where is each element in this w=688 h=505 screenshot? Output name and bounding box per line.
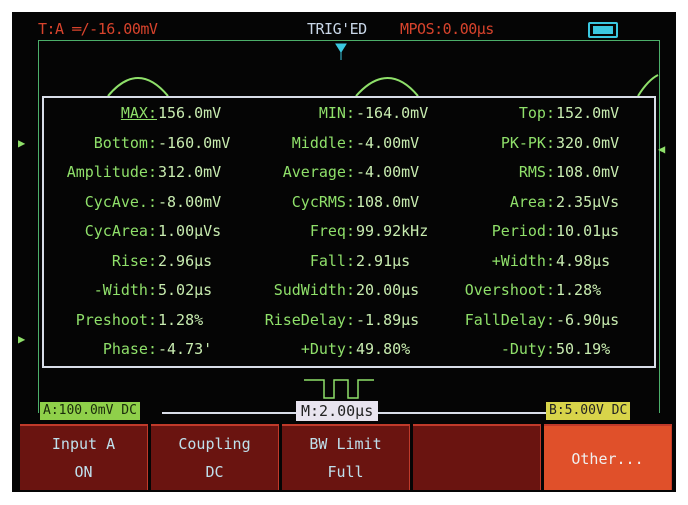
measurement-label: Freq:: [309, 222, 355, 240]
measurement-value: 1.00µVs: [158, 222, 222, 240]
measurement-label: Phase:: [102, 340, 157, 358]
trigger-position-marker: [335, 43, 347, 60]
measurement-value: -1.89µs: [356, 310, 420, 329]
measurement-panel: MAX: 156.0mV MIN: -164.0mV Top: 152.0mV Bottom…: [42, 96, 656, 368]
softkey-value: DC: [205, 463, 224, 481]
oscilloscope-screen: T:A ═/-16.00mV TRIG'ED MPOS:0.00µs ▶ ▶ ◀…: [12, 12, 676, 492]
measurement-value: -164.0mV: [356, 104, 429, 122]
measurement-row: Rise: 2.96µs Fall: 2.91µs +Width: 4.98µs: [44, 252, 654, 278]
measurement-row: CycArea: 1.00µVs Freq: 99.92kHz Period: 10.01…: [44, 222, 654, 248]
measurement-value: 49.80%: [356, 340, 411, 358]
measurement-label: CycAve.:: [84, 192, 157, 211]
measurement-value: 99.92kHz: [356, 222, 429, 240]
softkey-value: ON: [74, 463, 93, 481]
measurement-label: -Duty:: [500, 340, 555, 358]
softkey-button-1[interactable]: Input A ON: [20, 424, 148, 490]
measurement-label: +Duty:: [300, 340, 355, 358]
softkey-label: BW Limit: [309, 435, 382, 453]
softkey-label: Coupling: [178, 435, 251, 453]
measurement-label: RMS:: [518, 163, 555, 181]
channel-a-scale[interactable]: A:100.0mV DC: [40, 402, 140, 420]
measurement-label: Average:: [282, 163, 355, 181]
measurement-row: CycAve.: -8.00mV CycRMS: 108.0mV Area: 2.35µV…: [44, 193, 654, 219]
measurement-value: 4.98µs: [556, 251, 611, 270]
measurement-value: -4.00mV: [356, 133, 420, 152]
measurement-value: 5.02µs: [158, 281, 213, 299]
trigger-status: TRIG'ED: [307, 20, 367, 38]
measurement-label: Bottom:: [93, 133, 157, 152]
measurement-label: Area:: [509, 192, 555, 211]
measurement-label: CycRMS:: [291, 192, 355, 211]
measurement-value: 312.0mV: [158, 163, 222, 181]
softkey-button-5[interactable]: Other...: [544, 424, 672, 490]
softkey-button-3[interactable]: BW Limit Full: [282, 424, 410, 490]
measurement-value: -4.00mV: [356, 163, 420, 181]
main-position: MPOS:0.00µs: [400, 20, 494, 38]
measurement-value: -4.73': [158, 340, 213, 358]
measurement-value: 1.28%: [158, 310, 204, 329]
measurement-value: -6.90µs: [556, 310, 620, 329]
measurement-value: 108.0mV: [556, 163, 620, 181]
measurement-value: 2.91µs: [356, 251, 411, 270]
measurement-value: -160.0mV: [158, 133, 231, 152]
channel-a-marker-icon: ▶: [18, 136, 26, 150]
measurement-label: Amplitude:: [66, 163, 157, 181]
measurement-label: Preshoot:: [75, 310, 157, 329]
measurement-label: Period:: [491, 222, 555, 240]
measurement-row: MAX: 156.0mV MIN: -164.0mV Top: 152.0mV: [44, 104, 654, 130]
channel-b-waveform: [304, 379, 374, 399]
measurement-label: MAX:: [120, 104, 157, 122]
measurement-row: -Width: 5.02µs SudWidth: 20.00µs Overshoot: 1…: [44, 281, 654, 307]
measurement-value: 1.28%: [556, 281, 602, 299]
measurement-value: 50.19%: [556, 340, 611, 358]
softkey-label: Other...: [571, 450, 644, 468]
measurement-label: PK-PK:: [500, 133, 555, 152]
trigger-level-marker-icon: ◀: [658, 142, 666, 156]
measurement-row: Amplitude: 312.0mV Average: -4.00mV RMS: 108.…: [44, 163, 654, 189]
measurement-value: 320.0mV: [556, 133, 620, 152]
channel-b-marker-icon: ▶: [18, 332, 26, 346]
measurement-value: 152.0mV: [556, 104, 620, 122]
measurement-label: -Width:: [93, 281, 157, 299]
measurement-row: Preshoot: 1.28% RiseDelay: -1.89µs FallDelay…: [44, 311, 654, 337]
battery-full-icon: [588, 22, 618, 38]
measurement-value: 10.01µs: [556, 222, 620, 240]
measurement-label: FallDelay:: [464, 310, 555, 329]
measurement-label: MIN:: [318, 104, 355, 122]
measurement-value: -8.00mV: [158, 192, 222, 211]
measurement-label: SudWidth:: [273, 281, 355, 299]
measurement-row: Phase: -4.73' +Duty: 49.80% -Duty: 50.19%: [44, 340, 654, 366]
softkey-button-2[interactable]: Coupling DC: [151, 424, 279, 490]
measurement-label: Top:: [518, 104, 555, 122]
measurement-value: 108.0mV: [356, 192, 420, 211]
softkey-button-4[interactable]: [413, 424, 541, 490]
measurement-label: +Width:: [491, 251, 555, 270]
channel-b-scale[interactable]: B:5.00V DC: [546, 402, 631, 420]
measurement-label: Middle:: [291, 133, 355, 152]
measurement-label: CycArea:: [84, 222, 157, 240]
measurement-value: 2.35µVs: [556, 192, 620, 211]
softkey-label: Input A: [51, 435, 116, 453]
measurement-row: Bottom: -160.0mV Middle: -4.00mV PK-PK: 320.0…: [44, 134, 654, 160]
measurement-label: Fall:: [309, 251, 355, 270]
measurement-value: 156.0mV: [158, 104, 222, 122]
timebase-scale[interactable]: M:2.00µs: [296, 401, 379, 421]
measurement-value: 2.96µs: [158, 251, 213, 270]
channel-a-waveform: [107, 74, 659, 97]
softkey-value: Full: [327, 463, 364, 481]
measurement-label: Rise:: [111, 251, 157, 270]
waveform-trace: [107, 43, 659, 399]
measurement-value: 20.00µs: [356, 281, 420, 299]
trigger-setting[interactable]: T:A ═/-16.00mV: [38, 20, 158, 38]
waveform-grid: [38, 40, 660, 413]
measurement-label: RiseDelay:: [264, 310, 355, 329]
measurement-label: Overshoot:: [464, 281, 555, 299]
